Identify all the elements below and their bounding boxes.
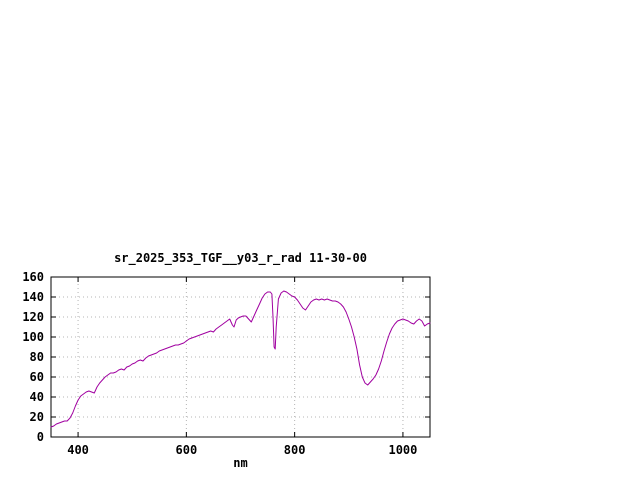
y-tick-label: 0 (37, 430, 44, 444)
chart-title: sr_2025_353_TGF__y03_r_rad 11-30-00 (114, 251, 367, 265)
x-tick-label: 1000 (388, 443, 417, 457)
x-tick-label: 400 (67, 443, 89, 457)
series-line (50, 290, 431, 428)
y-tick-label: 80 (30, 350, 44, 364)
y-tick-label: 40 (30, 390, 44, 404)
y-tick-label: 160 (22, 270, 44, 284)
y-tick-label: 120 (22, 310, 44, 324)
x-axis-label: nm (233, 456, 248, 470)
y-tick-label: 20 (30, 410, 44, 424)
x-tick-label: 600 (176, 443, 198, 457)
y-tick-label: 60 (30, 370, 44, 384)
y-tick-label: 140 (22, 290, 44, 304)
x-tick-label: 800 (284, 443, 306, 457)
y-tick-label: 100 (22, 330, 44, 344)
